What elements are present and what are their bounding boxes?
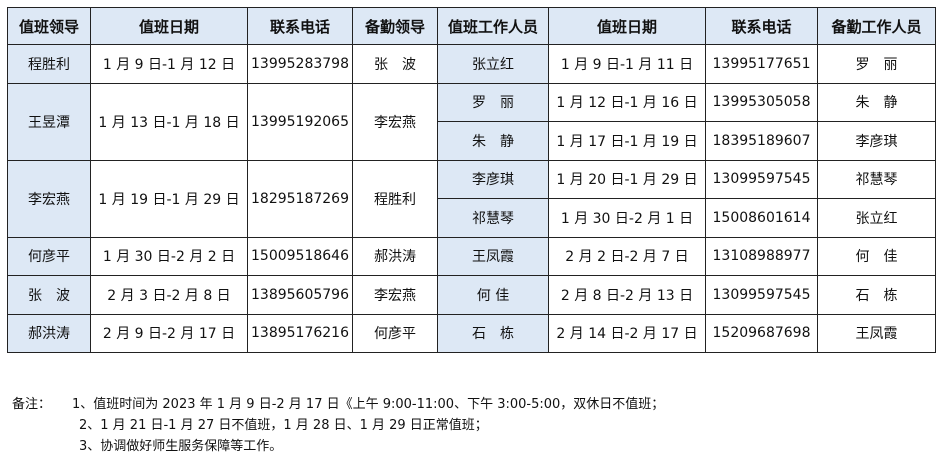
note-line: 2、1 月 21 日-1 月 27 日不值班，1 月 28 日、1 月 29 日… bbox=[79, 418, 488, 433]
column-header: 联系电话 bbox=[247, 7, 353, 45]
header-row: 值班领导 值班日期 联系电话 备勤领导 值班工作人员 值班日期 联系电话 备勤工作人员 bbox=[7, 7, 936, 45]
backup-staff: 张立红 bbox=[817, 198, 936, 238]
staff-phone: 18395189607 bbox=[705, 121, 818, 161]
leader-duty-date: 2 月 3 日-2 月 8 日 bbox=[90, 275, 248, 315]
staff-duty-date: 1 月 17 日-1 月 19 日 bbox=[548, 121, 706, 161]
table-row: 祁慧琴 1 月 30 日-2 月 1 日 15008601614 张立红 bbox=[8, 198, 936, 238]
leader-duty-date: 1 月 9 日-1 月 12 日 bbox=[90, 44, 248, 84]
staff-phone: 15008601614 bbox=[705, 198, 818, 238]
leader-name: 李宏燕 bbox=[7, 159, 91, 238]
leader-name: 王昱潭 bbox=[7, 82, 91, 161]
staff-phone: 15209687698 bbox=[705, 313, 818, 353]
leader-name: 何彦平 bbox=[7, 236, 91, 276]
leader-name: 张 波 bbox=[7, 275, 91, 315]
table-row: 李宏燕 1 月 19 日-1 月 29 日 18295187269 程胜利 李彦琪 1 月… bbox=[7, 159, 936, 238]
backup-leader: 何彦平 bbox=[352, 313, 438, 353]
staff-duty-date: 1 月 20 日-1 月 29 日 bbox=[548, 159, 706, 199]
column-header: 联系电话 bbox=[705, 7, 818, 45]
backup-staff: 罗 丽 bbox=[817, 44, 936, 84]
column-header: 备勤工作人员 bbox=[817, 7, 936, 45]
staff-name: 罗 丽 bbox=[437, 82, 549, 122]
backup-leader: 李宏燕 bbox=[352, 275, 438, 315]
backup-staff: 石 栋 bbox=[817, 275, 936, 315]
staff-phone: 13995305058 bbox=[705, 82, 818, 122]
staff-name: 张立红 bbox=[437, 44, 549, 84]
leader-phone: 13995192065 bbox=[247, 82, 353, 161]
backup-staff: 何 佳 bbox=[817, 236, 936, 276]
staff-duty-date: 1 月 12 日-1 月 16 日 bbox=[548, 82, 706, 122]
duty-schedule-table: 值班领导 值班日期 联系电话 备勤领导 值班工作人员 值班日期 联系电话 备勤工作人员 程胜利… bbox=[7, 7, 936, 353]
staff-phone: 13108988977 bbox=[705, 236, 818, 276]
leader-duty-date: 1 月 30 日-2 月 2 日 bbox=[90, 236, 248, 276]
leader-duty-date: 1 月 19 日-1 月 29 日 bbox=[90, 159, 248, 238]
staff-phone: 13099597545 bbox=[705, 275, 818, 315]
leader-phone: 18295187269 bbox=[247, 159, 353, 238]
column-header: 值班日期 bbox=[90, 7, 248, 45]
table-row: 程胜利 1 月 9 日-1 月 12 日 13995283798 张 波张立红 1 月 … bbox=[7, 44, 936, 84]
staff-duty-date: 2 月 2 日-2 月 7 日 bbox=[548, 236, 706, 276]
staff-phone: 13099597545 bbox=[705, 159, 818, 199]
leader-phone: 13895605796 bbox=[247, 275, 353, 315]
notes: 备注： 1、值班时间为 2023 年 1 月 9 日-2 月 17 日《上午 9… bbox=[12, 394, 664, 457]
staff-name: 石 栋 bbox=[437, 313, 549, 353]
leader-phone: 15009518646 bbox=[247, 236, 353, 276]
staff-duty-date: 2 月 14 日-2 月 17 日 bbox=[548, 313, 706, 353]
staff-name: 朱 静 bbox=[437, 121, 549, 161]
backup-staff: 王凤霞 bbox=[817, 313, 936, 353]
backup-leader: 张 波 bbox=[352, 44, 438, 84]
column-header: 值班领导 bbox=[7, 7, 91, 45]
backup-staff: 朱 静 bbox=[817, 82, 936, 122]
backup-staff: 祁慧琴 bbox=[817, 159, 936, 199]
backup-leader: 郝洪涛 bbox=[352, 236, 438, 276]
staff-duty-date: 1 月 30 日-2 月 1 日 bbox=[548, 198, 706, 238]
note-line: 3、协调做好师生服务保障等工作。 bbox=[79, 439, 283, 454]
leader-duty-date: 2 月 9 日-2 月 17 日 bbox=[90, 313, 248, 353]
staff-name: 何 佳 bbox=[437, 275, 549, 315]
column-header: 值班日期 bbox=[548, 7, 706, 45]
staff-phone: 13995177651 bbox=[705, 44, 818, 84]
staff-duty-date: 2 月 8 日-2 月 13 日 bbox=[548, 275, 706, 315]
leader-name: 郝洪涛 bbox=[7, 313, 91, 353]
leader-duty-date: 1 月 13 日-1 月 18 日 bbox=[90, 82, 248, 161]
table-row: 何彦平 1 月 30 日-2 月 2 日 15009518646 郝洪涛 王凤霞 2 月 … bbox=[7, 236, 936, 276]
staff-name: 李彦琪 bbox=[437, 159, 549, 199]
leader-phone: 13995283798 bbox=[247, 44, 353, 84]
column-header: 备勤领导 bbox=[352, 7, 438, 45]
staff-name: 祁慧琴 bbox=[437, 198, 549, 238]
backup-leader: 李宏燕 bbox=[352, 82, 438, 161]
note-line: 1、值班时间为 2023 年 1 月 9 日-2 月 17 日《上午 9:00-… bbox=[72, 397, 665, 412]
leader-phone: 13895176216 bbox=[247, 313, 353, 353]
backup-staff: 李彦琪 bbox=[817, 121, 936, 161]
staff-duty-date: 1 月 9 日-1 月 11 日 bbox=[548, 44, 706, 84]
backup-leader: 程胜利 bbox=[352, 159, 438, 238]
staff-name: 王凤霞 bbox=[437, 236, 549, 276]
column-header: 值班工作人员 bbox=[437, 7, 549, 45]
leader-name: 程胜利 bbox=[7, 44, 91, 84]
notes-label: 备注： bbox=[12, 397, 52, 412]
